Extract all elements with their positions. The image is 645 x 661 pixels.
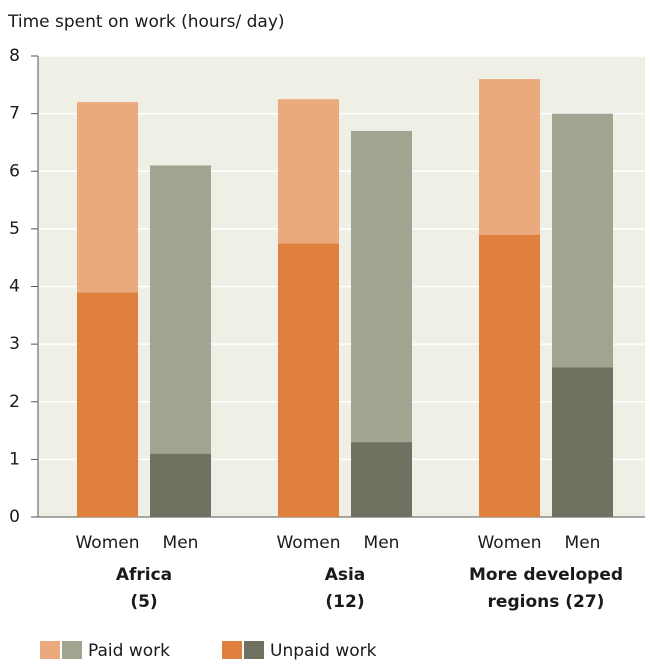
bar-segment — [278, 99, 339, 244]
y-tick-label: 8 — [9, 46, 20, 66]
bar-segment — [479, 234, 540, 517]
y-tick-label: 7 — [9, 104, 20, 124]
group-label: More developed — [469, 565, 623, 585]
bar-segment — [150, 165, 211, 454]
bar-segment — [351, 442, 412, 517]
legend-swatch — [62, 641, 82, 659]
x-tick-label: Women — [276, 533, 340, 553]
bar-segment — [552, 367, 613, 517]
chart-title: Time spent on work (hours/ day) — [7, 12, 285, 32]
legend-swatch — [40, 641, 60, 659]
y-tick-label: 4 — [9, 277, 20, 297]
x-tick-label: Men — [364, 533, 400, 553]
bar-segment — [479, 79, 540, 235]
bar-segment — [351, 130, 412, 443]
group-label: Asia — [325, 565, 366, 585]
group-label: (12) — [325, 592, 364, 612]
group-label: Africa — [116, 565, 172, 585]
y-tick-label: 6 — [9, 161, 20, 181]
bar-segment — [77, 102, 138, 293]
y-tick-label: 5 — [9, 219, 20, 239]
x-tick-label: Men — [565, 533, 601, 553]
x-tick-label: Women — [75, 533, 139, 553]
bar-segment — [77, 292, 138, 517]
bar-segment — [552, 113, 613, 368]
group-label: (5) — [130, 592, 157, 612]
legend-label: Unpaid work — [270, 641, 377, 661]
legend-swatch — [244, 641, 264, 659]
legend-swatch — [222, 641, 242, 659]
bar-segment — [150, 453, 211, 517]
y-tick-label: 2 — [9, 392, 20, 412]
y-tick-label: 1 — [9, 449, 20, 469]
x-tick-label: Men — [163, 533, 199, 553]
group-label: regions (27) — [488, 592, 605, 612]
bar-segment — [278, 243, 339, 517]
legend-label: Paid work — [88, 641, 170, 661]
x-tick-label: Women — [477, 533, 541, 553]
y-tick-label: 0 — [9, 507, 20, 527]
y-tick-label: 3 — [9, 334, 20, 354]
